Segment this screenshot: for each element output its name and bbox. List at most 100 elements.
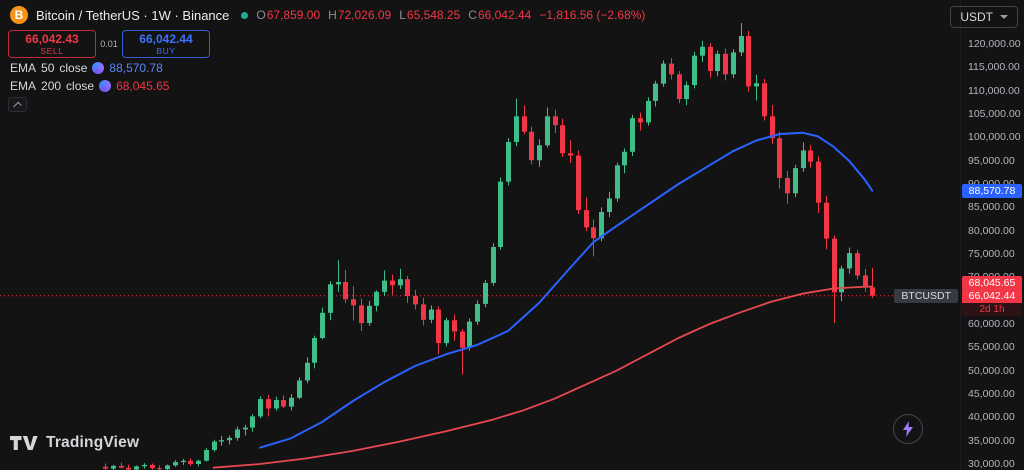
- price-axis-label: 75,000.00: [968, 248, 1015, 260]
- price-axis[interactable]: 120,000.00 115,000.00 110,000.00 105,000.00…: [960, 0, 1024, 470]
- candle: [374, 291, 379, 306]
- candlestick-chart[interactable]: [0, 0, 960, 470]
- candle: [584, 210, 589, 228]
- candle: [250, 416, 255, 428]
- candle: [475, 303, 480, 322]
- boost-button[interactable]: [893, 414, 923, 444]
- candle: [351, 299, 356, 306]
- candle: [793, 168, 798, 194]
- candle: [615, 165, 620, 199]
- indicator-value: 88,570.78: [109, 61, 163, 75]
- candle: [103, 466, 108, 469]
- candle: [289, 397, 294, 407]
- candle: [367, 305, 372, 324]
- price-axis-label: 105,000.00: [968, 108, 1021, 120]
- candle: [444, 320, 449, 344]
- candle: [498, 181, 503, 247]
- candle-countdown: 2d 1h: [962, 302, 1022, 316]
- buy-label: BUY: [156, 45, 176, 56]
- candle: [754, 83, 759, 87]
- candle: [599, 212, 604, 239]
- candle: [715, 53, 720, 72]
- candle: [258, 399, 263, 417]
- open-value: O 67,859.00: [256, 8, 321, 22]
- candle: [855, 253, 860, 276]
- price-axis-label: 40,000.00: [968, 411, 1015, 424]
- chevron-up-icon: [13, 101, 22, 111]
- candle: [196, 460, 201, 464]
- candle: [421, 304, 426, 320]
- sell-button[interactable]: 66,042.43 SELL: [8, 30, 96, 58]
- price-axis-label: 30,000.00: [968, 458, 1015, 470]
- candle: [429, 309, 434, 320]
- candle: [460, 331, 465, 348]
- trade-panel: 66,042.43 SELL 0.01 66,042.44 BUY: [8, 30, 210, 58]
- candle: [219, 440, 224, 442]
- candle: [212, 441, 217, 450]
- candle: [537, 145, 542, 161]
- price-axis-label: 85,000.00: [968, 201, 1015, 214]
- symbol-header: B Bitcoin / TetherUS · 1W · Binance O 67,…: [10, 6, 645, 24]
- candle: [560, 125, 565, 154]
- indicator-name: EMA: [10, 79, 37, 93]
- indicator-source: close: [66, 79, 95, 93]
- candle: [653, 83, 658, 101]
- candle: [188, 460, 193, 464]
- candle: [235, 429, 240, 438]
- candle: [870, 287, 875, 296]
- candle: [692, 55, 697, 86]
- chevron-down-icon: [1000, 15, 1008, 19]
- candle: [684, 85, 689, 100]
- candle: [630, 118, 635, 152]
- candle: [514, 116, 519, 142]
- collapse-indicators-button[interactable]: [8, 97, 27, 112]
- candle: [677, 74, 682, 100]
- indicator-ema200[interactable]: EMA 200 close 68,045.65: [10, 79, 169, 93]
- indicator-ema50[interactable]: EMA 50 close 88,570.78: [10, 61, 163, 75]
- lightning-icon: [903, 421, 913, 437]
- price-axis-label: 120,000.00: [968, 38, 1021, 50]
- price-axis-label: 100,000.00: [968, 131, 1021, 144]
- candle: [134, 466, 139, 470]
- tradingview-logo[interactable]: TradingView: [10, 434, 139, 452]
- price-line-symbol-label: BTCUSDT: [894, 288, 958, 303]
- candle: [832, 238, 837, 293]
- candle: [243, 427, 248, 430]
- sell-label: SELL: [40, 45, 64, 56]
- candle: [343, 282, 348, 300]
- candle: [436, 309, 441, 344]
- currency-toggle-button[interactable]: USDT: [950, 6, 1018, 28]
- candle: [622, 151, 627, 166]
- price-axis-label: 110,000.00: [968, 84, 1020, 97]
- candle: [452, 320, 457, 332]
- last-price-badge-group: 66,042.44 2d 1h: [962, 288, 1022, 316]
- price-axis-label: 35,000.00: [968, 434, 1015, 447]
- indicator-param: 200: [41, 79, 62, 93]
- candle: [359, 305, 364, 324]
- candle: [336, 282, 341, 285]
- candle: [165, 465, 170, 470]
- candle: [576, 155, 581, 211]
- close-value: C 66,042.44: [468, 8, 532, 22]
- bitcoin-icon: B: [10, 6, 28, 24]
- candle: [142, 464, 147, 467]
- candle: [839, 268, 844, 293]
- candle: [770, 116, 775, 139]
- candle: [173, 462, 178, 466]
- candle: [506, 142, 511, 182]
- symbol-title[interactable]: Bitcoin / TetherUS · 1W · Binance: [36, 7, 230, 23]
- buy-button[interactable]: 66,042.44 BUY: [122, 30, 210, 58]
- currency-label: USDT: [960, 10, 993, 24]
- candle: [731, 52, 736, 75]
- ema200-price-badge: 68,045.65: [962, 276, 1022, 291]
- candle: [522, 116, 527, 132]
- candle: [390, 280, 395, 286]
- price-axis-label: 55,000.00: [968, 341, 1015, 354]
- candle: [801, 150, 806, 169]
- ema-line-ema50: [259, 131, 874, 449]
- candle: [529, 131, 534, 161]
- candle: [739, 36, 744, 53]
- price-axis-label: 50,000.00: [968, 364, 1015, 377]
- ema50-price-badge: 88,570.78: [962, 183, 1022, 198]
